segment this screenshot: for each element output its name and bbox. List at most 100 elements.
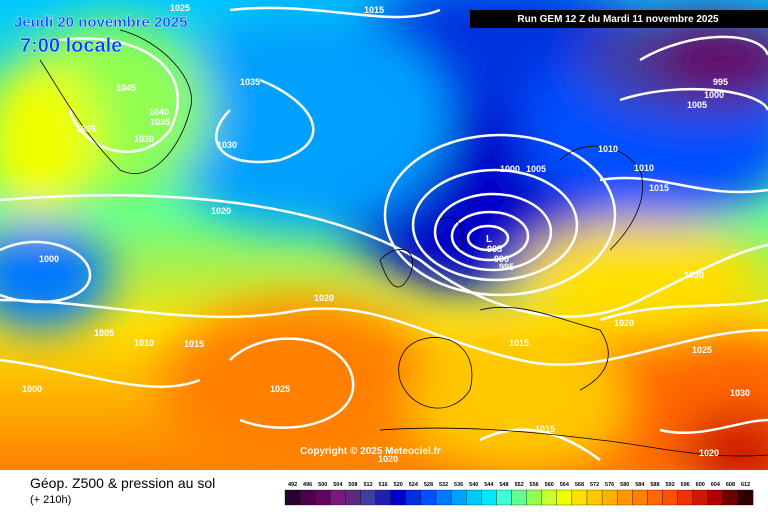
isobar-label: 1015 [364,5,384,15]
color-swatch [450,489,467,506]
color-swatch [360,489,376,506]
isobar-label: 1005 [94,328,114,338]
run-banner [470,10,768,28]
color-scale-label: 584 [635,482,645,488]
color-scale-label: 612 [741,482,750,488]
color-scale-label: 588 [650,482,659,488]
isobar-label: 1000 [39,254,59,264]
isobar-label: 1020 [699,448,719,458]
color-scale-label: 548 [499,482,508,488]
color-scale-label: 504 [333,482,343,488]
color-swatch [481,489,497,506]
isobar-label: 985 [487,244,502,254]
isobar-label: 1035 [150,117,170,127]
isobar-label: 990 [494,254,509,264]
color-scale-label: 604 [711,482,721,488]
color-scale-label: 592 [665,482,674,488]
isobar-label: 1020 [314,293,334,303]
color-scale-label: 520 [394,482,403,488]
color-swatch [541,489,557,506]
isobar-label: 1045 [116,83,136,93]
color-scale-label: 492 [288,482,297,488]
color-swatch [722,489,739,506]
color-swatch [662,489,678,506]
isobar-label: 1000 [22,384,42,394]
color-swatch [617,489,633,506]
isobar-label: 1020 [211,206,231,216]
color-scale-label: 596 [681,482,690,488]
isobar-label: 1025 [692,345,712,355]
color-swatch [420,489,437,506]
isobar-label: 1005 [526,164,546,174]
color-scale-label: 532 [439,482,448,488]
color-swatch [330,489,346,506]
run-info: Run GEM 12 Z du Mardi 11 novembre 2025 [517,14,719,25]
isobar-label: 1035 [76,124,96,134]
isobar-label: 1015 [509,338,529,348]
color-swatch [375,489,391,506]
color-swatch [345,489,361,506]
color-scale-label: 528 [424,482,433,488]
coastlines [39,29,768,457]
low-marker: L [486,234,492,245]
forecast-lead: (+ 210h) [30,494,71,506]
valid-time: 7:00 locale [20,35,122,57]
isobar-label: 1000 [704,90,724,100]
color-swatch [632,489,648,506]
isobar-label: 1010 [634,163,654,173]
isobar-label: 1020 [378,454,398,464]
color-scale-label: 580 [620,482,629,488]
isobar-label: 1035 [240,77,260,87]
isobar-label: 1025 [170,3,190,13]
isobar-label: 1015 [535,424,555,434]
color-scale-label: 524 [409,482,419,488]
color-scale-label: 500 [318,482,327,488]
isobar-label: 1010 [598,144,618,154]
color-swatch [390,489,406,506]
color-swatch [299,489,316,506]
color-scale-label: 544 [484,482,494,488]
field: L [0,0,768,470]
color-swatch [556,489,573,506]
color-swatch [601,489,618,506]
color-swatch [405,489,422,506]
color-scale-label: 508 [348,482,357,488]
color-swatch [466,489,482,506]
color-swatch [511,489,527,506]
color-swatch [435,489,452,506]
isobar-label: 1010 [134,338,154,348]
color-swatch [647,489,663,506]
color-scale-label: 572 [590,482,599,488]
color-swatch [496,489,512,506]
isobar-label: 1030 [217,140,237,150]
isobar-label: 1000 [500,164,520,174]
color-scale-label: 576 [605,482,614,488]
isobar-label: 1015 [184,339,204,349]
color-scale-label: 540 [469,482,478,488]
color-swatch [677,489,693,506]
color-scale-label: 552 [514,482,523,488]
color-swatch [315,489,331,506]
color-scale-label: 556 [530,482,539,488]
color-swatch [586,489,603,506]
color-swatch [526,489,542,506]
color-scale-label: 560 [545,482,554,488]
color-scale-label: 536 [454,482,463,488]
isobar-label: 1025 [270,384,290,394]
color-scale-label: 516 [379,482,388,488]
isobar-label: 1040 [149,107,169,117]
isobar-label: 1015 [649,183,669,193]
color-scale-label: 600 [696,482,705,488]
color-scale-label: 568 [575,482,584,488]
color-scale-label: 496 [303,482,312,488]
color-swatch [737,489,754,506]
isobar-label: 995 [499,262,514,272]
color-scale-label: 608 [726,482,735,488]
color-scale-label: 564 [560,482,570,488]
isobar-label: 1020 [614,318,634,328]
copyright: Copyright © 2025 Meteociel.fr [300,446,441,457]
isobars [0,6,768,462]
color-swatch [284,489,301,506]
